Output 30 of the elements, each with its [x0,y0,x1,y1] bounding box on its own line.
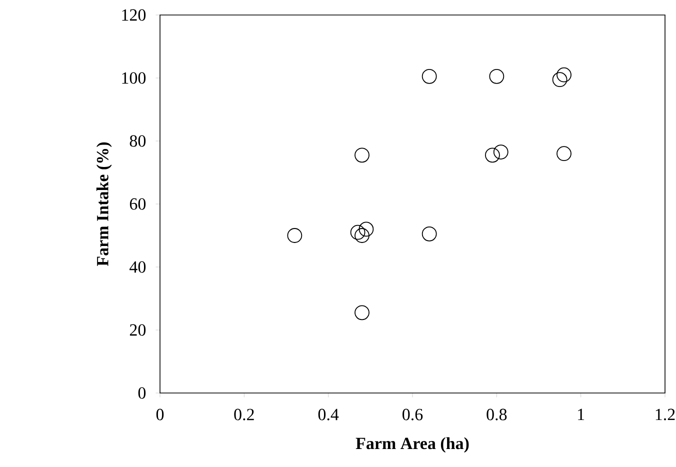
x-tick-label: 1.2 [656,408,675,420]
y-tick-label: 60 [130,198,146,210]
x-tick-label: 0.6 [402,408,423,420]
y-tick-label: 40 [130,261,146,273]
point [422,68,437,84]
y-axis-title: Farm Intake (%) [96,142,112,266]
y-tick-label: 20 [130,324,146,336]
x-tick-label: 0.8 [486,408,507,420]
point [489,68,504,84]
point [493,144,508,160]
x-tick-label: 0 [156,408,164,420]
point [552,72,568,88]
point [350,224,366,240]
point [287,228,302,243]
point [556,146,572,162]
y-tick-label: 100 [122,72,146,84]
point [354,228,370,243]
point [485,148,500,163]
point [354,148,370,163]
x-tick-label: 0.4 [318,408,339,420]
x-tick-label: 1 [578,408,584,420]
y-tick-label: 0 [138,387,146,399]
y-tick-label: 120 [122,9,146,21]
x-axis-title: Farm Area (ha) [356,437,469,453]
point [556,67,572,82]
y-tick-label: 80 [130,135,146,147]
x-tick-label: 0.2 [234,408,254,420]
point [422,226,437,242]
point [354,305,370,320]
point [358,222,374,237]
